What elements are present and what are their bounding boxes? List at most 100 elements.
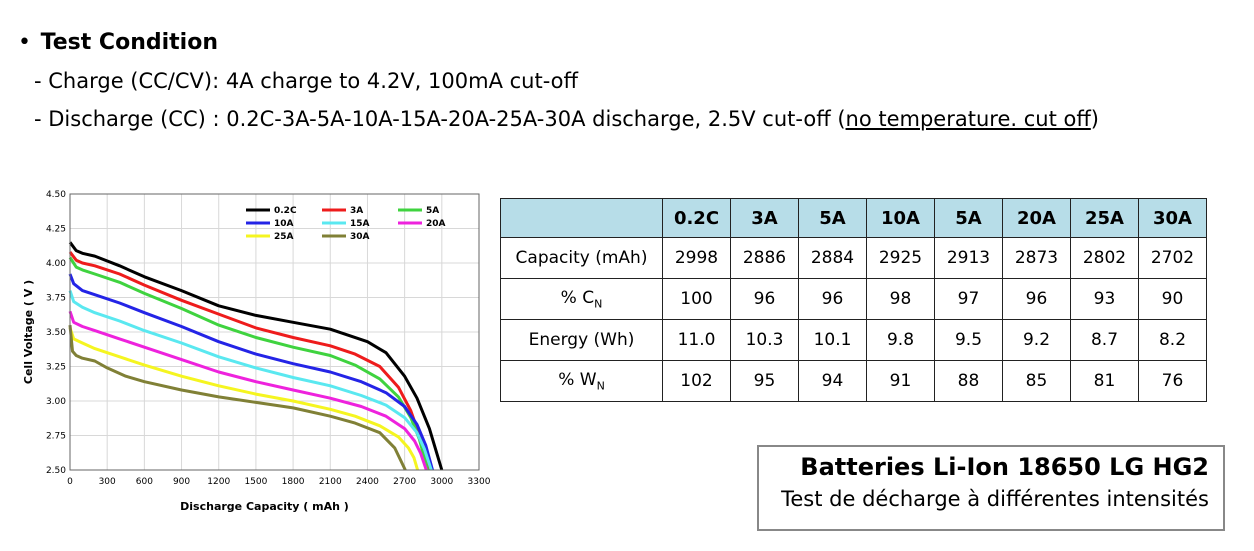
y-tick-label: 4.50	[46, 190, 66, 200]
row-label-subscript: N	[596, 379, 605, 393]
y-tick-label: 3.75	[46, 294, 66, 304]
table-header-cell: 10A	[866, 198, 935, 238]
x-tick-label: 2400	[356, 477, 379, 487]
table-cell: 96	[730, 278, 799, 320]
x-tick-label: 1800	[282, 477, 305, 487]
table-corner-cell	[500, 198, 663, 238]
table-row: Capacity (mAh) 2998 2886 2884 2925 2913 2873 28…	[500, 237, 1207, 279]
table-header-cell: 30A	[1138, 198, 1207, 238]
chart-lines	[68, 241, 444, 471]
table-cell: 85	[1002, 360, 1071, 402]
table-cell: 8.7	[1070, 319, 1139, 361]
table-cell: 10.3	[730, 319, 799, 361]
x-axis-label: Discharge Capacity ( mAh )	[180, 500, 349, 513]
box-title: Batteries Li-Ion 18650 LG HG2	[800, 453, 1209, 481]
table-cell: 9.5	[934, 319, 1003, 361]
table-cell: 81	[1070, 360, 1139, 402]
heading-text: Test Condition	[40, 30, 218, 55]
table-cell: 8.2	[1138, 319, 1207, 361]
row-label: % CN	[500, 278, 663, 320]
table-cell: 2802	[1070, 237, 1139, 279]
chart-ticks: 0 300 600 900 1200 1500 1800 2100 2400 2700 3000 33…	[46, 190, 491, 487]
table-cell: 97	[934, 278, 1003, 320]
legend-label: 0.2C	[274, 206, 297, 216]
row-label: % WN	[500, 360, 663, 402]
table-cell: 88	[934, 360, 1003, 402]
x-tick-label: 1500	[244, 477, 267, 487]
x-tick-label: 2700	[393, 477, 416, 487]
table-cell: 91	[866, 360, 935, 402]
x-tick-label: 300	[99, 477, 116, 487]
table-header-cell: 3A	[730, 198, 799, 238]
table-header-cell: 25A	[1070, 198, 1139, 238]
table-cell: 95	[730, 360, 799, 402]
x-tick-label: 0	[67, 477, 73, 487]
discharge-chart: 0 300 600 900 1200 1500 1800 2100 2400 2700 3000 33…	[22, 190, 491, 513]
x-tick-label: 3000	[430, 477, 453, 487]
table-header-row: 0.2C 3A 5A 10A 5A 20A 25A 30A	[500, 198, 1207, 238]
table-cell: 98	[866, 278, 935, 320]
discharge-close: )	[1090, 107, 1099, 131]
series-line-20A	[68, 310, 428, 471]
table-header-cell: 0.2C	[662, 198, 731, 238]
test-condition-heading: • Test Condition	[18, 30, 218, 55]
table-cell: 102	[662, 360, 731, 402]
y-axis-label: Cell Voltage ( V )	[22, 280, 35, 384]
x-tick-label: 3300	[468, 477, 491, 487]
row-label-text: Energy (Wh)	[528, 330, 635, 350]
table-cell: 2873	[1002, 237, 1071, 279]
legend-label: 30A	[350, 232, 370, 242]
table-cell: 2998	[662, 237, 731, 279]
discharge-condition: - Discharge (CC) : 0.2C-3A-5A-10A-15A-20…	[34, 107, 1099, 131]
table-cell: 90	[1138, 278, 1207, 320]
series-line-30A	[68, 324, 407, 471]
table-row: Energy (Wh) 11.0 10.3 10.1 9.8 9.5 9.2 8.7 8.2	[500, 319, 1207, 361]
discharge-main: - Discharge (CC) : 0.2C-3A-5A-10A-15A-20…	[34, 107, 846, 131]
table-row: % CN 100 96 96 98 97 96 93 90	[500, 278, 1207, 320]
table-cell: 2913	[934, 237, 1003, 279]
chart-legend: 0.2C 3A 5A 10A 15A 20A 25A 30A	[246, 206, 446, 242]
x-tick-label: 600	[136, 477, 153, 487]
bullet: •	[18, 30, 31, 55]
table-cell: 11.0	[662, 319, 731, 361]
legend-label: 20A	[426, 219, 446, 229]
y-tick-label: 4.00	[46, 259, 66, 269]
table-header-cell: 5A	[798, 198, 867, 238]
capacity-table: 0.2C 3A 5A 10A 5A 20A 25A 30A Capacity (mAh) 299…	[500, 198, 1207, 402]
x-tick-label: 2100	[319, 477, 342, 487]
row-label: Capacity (mAh)	[500, 237, 663, 279]
row-label-text: Capacity (mAh)	[515, 248, 648, 268]
table-cell: 100	[662, 278, 731, 320]
y-tick-label: 4.25	[46, 225, 66, 235]
discharge-underlined-note: no temperature. cut off	[845, 107, 1091, 131]
y-tick-label: 3.00	[46, 397, 66, 407]
series-line-25A	[68, 327, 420, 471]
series-line-0.2C	[68, 241, 444, 471]
table-cell: 2884	[798, 237, 867, 279]
legend-label: 25A	[274, 232, 294, 242]
series-line-15A	[68, 290, 433, 471]
table-header-cell: 20A	[1002, 198, 1071, 238]
row-label: Energy (Wh)	[500, 319, 663, 361]
box-subtitle: Test de décharge à différentes intensité…	[781, 487, 1209, 511]
x-tick-label: 900	[173, 477, 190, 487]
title-box: Batteries Li-Ion 18650 LG HG2 Test de dé…	[757, 445, 1225, 531]
y-tick-label: 2.75	[46, 432, 66, 442]
charge-condition: - Charge (CC/CV): 4A charge to 4.2V, 100…	[34, 69, 578, 93]
legend-label: 3A	[350, 206, 363, 216]
row-label-text: % C	[560, 287, 595, 308]
table-cell: 94	[798, 360, 867, 402]
series-line-10A	[68, 273, 434, 471]
table-header-cell: 5A	[934, 198, 1003, 238]
table-cell: 93	[1070, 278, 1139, 320]
row-label-text: % W	[558, 369, 597, 390]
table-cell: 76	[1138, 360, 1207, 402]
table-row: % WN 102 95 94 91 88 85 81 76	[500, 360, 1207, 402]
table-cell: 2925	[866, 237, 935, 279]
table-cell: 2886	[730, 237, 799, 279]
table-cell: 2702	[1138, 237, 1207, 279]
y-tick-label: 3.25	[46, 363, 66, 373]
series-line-3A	[68, 251, 430, 471]
table-cell: 96	[1002, 278, 1071, 320]
table-cell: 9.8	[866, 319, 935, 361]
